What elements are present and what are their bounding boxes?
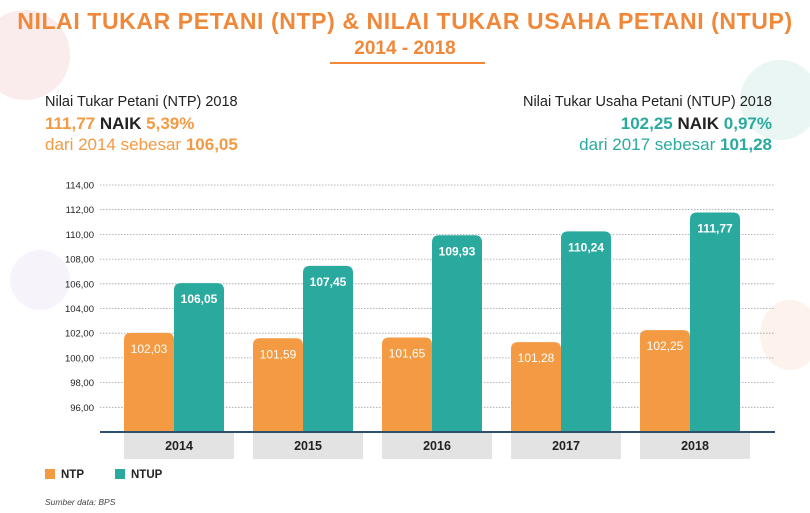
ntup-summary: Nilai Tukar Usaha Petani (NTUP) 2018 102… [523, 92, 772, 155]
bar-ntup [561, 231, 611, 432]
data-label: 101,28 [518, 351, 555, 365]
y-tick-label: 100,00 [65, 353, 94, 364]
data-label: 102,03 [131, 342, 168, 356]
background-decoration [740, 60, 810, 140]
x-tick-label: 2018 [681, 439, 709, 453]
category-box [382, 432, 492, 459]
y-tick-label: 108,00 [65, 255, 94, 266]
y-tick-label: 112,00 [66, 205, 94, 216]
ntup-summary-value: 102,25 [620, 114, 673, 133]
bar-ntp [511, 342, 561, 432]
x-tick-label: 2016 [423, 439, 451, 453]
y-tick-label: 104,00 [65, 304, 94, 315]
page-title: NILAI TUKAR PETANI (NTP) & NILAI TUKAR U… [17, 8, 793, 34]
data-label: 101,59 [260, 347, 297, 361]
legend-swatch-ntp [45, 469, 55, 479]
y-tick-label: 114,00 [66, 181, 94, 192]
legend-label-ntup: NTUP [131, 469, 163, 481]
ntp-summary-from-text: dari 2014 sebesar [45, 135, 182, 154]
ntp-summary-from: dari 2014 sebesar 106,05 [45, 134, 238, 155]
category-box [253, 432, 363, 459]
ntup-summary-from-text: dari 2017 sebesar [579, 135, 716, 154]
background-decoration [10, 250, 70, 310]
ntup-summary-from: dari 2017 sebesar 101,28 [523, 134, 772, 155]
legend-swatch-ntup [115, 469, 125, 479]
legend-item-ntp: NTP [45, 469, 84, 481]
legend-item-ntup: NTUP [115, 469, 162, 481]
bar-ntp [124, 332, 174, 432]
y-tick-label: 106,00 [65, 279, 94, 290]
data-label: 107,45 [310, 275, 347, 289]
bar-ntup [303, 265, 353, 432]
data-label: 102,25 [647, 339, 684, 353]
ntup-summary-from-value: 101,28 [720, 135, 772, 154]
ntp-summary-heading: Nilai Tukar Petani (NTP) 2018 [45, 94, 238, 110]
bar-ntup [174, 283, 224, 432]
source-note: Sumber data: BPS [45, 497, 116, 507]
x-tick-label: 2017 [552, 439, 580, 453]
subtitle-underline [330, 62, 485, 64]
ntup-summary-pct: 0,97% [723, 114, 772, 133]
data-label: 110,24 [568, 240, 604, 254]
ntp-summary-naik: NAIK [99, 114, 142, 133]
category-box [124, 432, 234, 459]
data-label: 109,93 [439, 244, 476, 258]
category-box [640, 432, 750, 459]
bar-ntup [690, 212, 740, 432]
ntup-summary-line: 102,25 NAIK 0,97% [523, 113, 772, 134]
category-box [511, 432, 621, 459]
y-tick-label: 98,00 [70, 378, 94, 389]
ntp-summary-value: 111,77 [45, 114, 96, 133]
legend-label-ntp: NTP [61, 469, 84, 481]
ntp-summary-from-value: 106,05 [185, 135, 238, 154]
x-tick-label: 2015 [294, 439, 322, 453]
ntup-summary-naik: NAIK [677, 114, 720, 133]
ntp-summary-line: 111,77 NAIK 5,39% [45, 113, 238, 134]
bar-ntp [640, 330, 690, 432]
y-tick-label: 110,00 [66, 230, 94, 241]
y-tick-label: 102,00 [65, 329, 94, 340]
bar-ntp [253, 338, 303, 432]
data-label: 111,77 [697, 222, 733, 236]
data-label: 106,05 [181, 292, 218, 306]
page-subtitle: 2014 - 2018 [354, 38, 456, 59]
background-decoration [0, 10, 70, 100]
bar-ntup [432, 235, 482, 432]
bar-ntp [382, 337, 432, 432]
data-label: 101,65 [389, 347, 426, 361]
background-decoration [760, 300, 810, 370]
x-tick-label: 2014 [165, 439, 193, 453]
y-tick-label: 96,00 [70, 403, 94, 414]
ntup-summary-heading: Nilai Tukar Usaha Petani (NTUP) 2018 [522, 94, 772, 110]
ntp-summary: Nilai Tukar Petani (NTP) 2018 111,77 NAI… [45, 92, 238, 155]
ntp-summary-pct: 5,39% [146, 114, 195, 133]
